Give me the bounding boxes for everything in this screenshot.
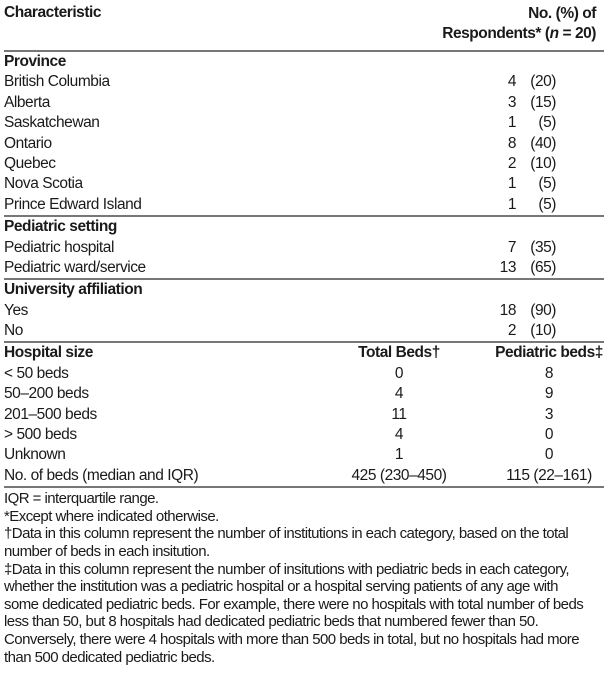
respondent-characteristics-table: Characteristic No. (%) of Respondents* (… (4, 0, 604, 666)
section-title: Hospital size (4, 344, 93, 362)
divider (4, 486, 604, 489)
row-label: 201–500 beds (4, 405, 97, 423)
row-label: Saskatchewan (4, 114, 100, 132)
header-respondents: No. (%) of Respondents* (n = 20) (304, 0, 604, 50)
row-count: 7 (507, 238, 517, 256)
table-body: Province British Columbia 4 (20) Alberta 3 (15… (4, 52, 604, 344)
row-percent: (5) (538, 195, 556, 213)
table-row: 201–500 beds 11 3 (4, 405, 604, 425)
hospital-size-header: Hospital size Total Beds† Pediatric beds… (4, 343, 604, 363)
row-percent: (15) (530, 93, 556, 111)
divider (4, 341, 604, 344)
table-row: Unknown 1 0 (4, 445, 604, 465)
table-row: Alberta 3 (15) (4, 93, 604, 113)
header-characteristic: Characteristic (4, 4, 102, 21)
row-percent: (65) (530, 258, 556, 276)
header-respondents-line1: No. (%) of (528, 5, 596, 22)
header-respondents-prefix: Respondents* ( (442, 25, 550, 43)
footnote: ‡Data in this column represent the numbe… (4, 560, 584, 666)
footnotes: IQR = interquartile range. *Except where … (4, 488, 604, 666)
row-percent: (5) (538, 114, 556, 132)
row-label: < 50 beds (4, 364, 69, 382)
row-label: Quebec (4, 154, 56, 172)
row-total-beds: 11 (391, 405, 407, 423)
table-row: Quebec 2 (10) (4, 154, 604, 174)
section-title-row: Pediatric setting (4, 217, 604, 237)
footnote: †Data in this column represent the numbe… (4, 525, 569, 560)
row-percent: (10) (530, 154, 556, 172)
divider (4, 215, 604, 218)
divider (4, 278, 604, 281)
table-row: < 50 beds 0 8 (4, 364, 604, 384)
row-count: 18 (499, 301, 517, 319)
row-total-beds: 4 (394, 426, 404, 444)
footnote: *Except where indicated otherwise. (4, 507, 219, 525)
table-row: Nova Scotia 1 (5) (4, 174, 604, 194)
divider (4, 50, 604, 52)
header-pediatric-beds: Pediatric beds‡ (495, 344, 603, 362)
section-title: University affiliation (4, 281, 143, 299)
row-label: Yes (4, 301, 28, 319)
row-label: > 500 beds (4, 426, 77, 444)
section-title-row: Province (4, 52, 604, 72)
hospital-size-rows: < 50 beds 0 8 50–200 beds 4 9 201–500 beds 11 3 >… (4, 364, 604, 486)
header-respondents-line2: Respondents* (n = 20) (304, 24, 596, 44)
row-percent: (5) (538, 175, 556, 193)
row-count: 8 (507, 134, 517, 152)
row-label: Prince Edward Island (4, 195, 142, 213)
row-pediatric-beds: 0 (544, 426, 554, 444)
table-row: Saskatchewan 1 (5) (4, 113, 604, 133)
table-row: No 2 (10) (4, 321, 604, 341)
row-count: 2 (507, 322, 517, 340)
row-label: Unknown (4, 446, 66, 464)
row-count: 4 (507, 73, 517, 91)
row-count: 3 (507, 93, 517, 111)
table-row: Yes 18 (90) (4, 301, 604, 321)
row-count: 1 (507, 195, 517, 213)
row-percent: (90) (530, 301, 556, 319)
table-row: Prince Edward Island 1 (5) (4, 195, 604, 215)
row-count: 13 (499, 258, 517, 276)
row-total-beds: 1 (394, 446, 404, 464)
header-total-beds: Total Beds† (358, 344, 440, 362)
row-pediatric-beds: 0 (544, 446, 554, 464)
row-label: Pediatric ward/service (4, 258, 146, 276)
table-row: British Columbia 4 (20) (4, 72, 604, 92)
row-label: Nova Scotia (4, 175, 83, 193)
row-percent: (20) (530, 73, 556, 91)
header-n: n (549, 25, 559, 43)
table-row: > 500 beds 4 0 (4, 425, 604, 445)
row-percent: (35) (530, 238, 556, 256)
row-label: Alberta (4, 93, 50, 111)
section-title: Pediatric setting (4, 218, 117, 236)
section-title: Province (4, 53, 66, 70)
table-row: No. of beds (median and IQR) 425 (230–450… (4, 466, 604, 486)
row-pediatric-beds: 9 (544, 385, 554, 403)
row-count: 1 (507, 175, 517, 193)
section-title-row: University affiliation (4, 280, 604, 300)
table-row: 50–200 beds 4 9 (4, 384, 604, 404)
row-count: 2 (507, 154, 517, 172)
row-pediatric-beds: 115 (22–161) (506, 466, 592, 484)
row-label: Pediatric hospital (4, 238, 114, 256)
row-total-beds: 425 (230–450) (351, 466, 447, 484)
row-count: 1 (507, 114, 517, 132)
row-label: No (4, 322, 23, 340)
table-header: Characteristic No. (%) of Respondents* (… (4, 0, 604, 50)
row-label: British Columbia (4, 73, 110, 91)
row-label: Ontario (4, 134, 52, 152)
row-percent: (10) (530, 322, 556, 340)
row-pediatric-beds: 3 (544, 405, 554, 423)
row-pediatric-beds: 8 (544, 364, 554, 382)
row-total-beds: 4 (394, 385, 404, 403)
row-percent: (40) (530, 134, 556, 152)
row-label: 50–200 beds (4, 385, 89, 403)
footnote: IQR = interquartile range. (4, 490, 159, 508)
table-row: Ontario 8 (40) (4, 134, 604, 154)
header-respondents-suffix: = 20) (558, 25, 596, 43)
row-total-beds: 0 (394, 364, 404, 382)
table-row: Pediatric ward/service 13 (65) (4, 258, 604, 278)
table-row: Pediatric hospital 7 (35) (4, 238, 604, 258)
row-label: No. of beds (median and IQR) (4, 466, 199, 484)
